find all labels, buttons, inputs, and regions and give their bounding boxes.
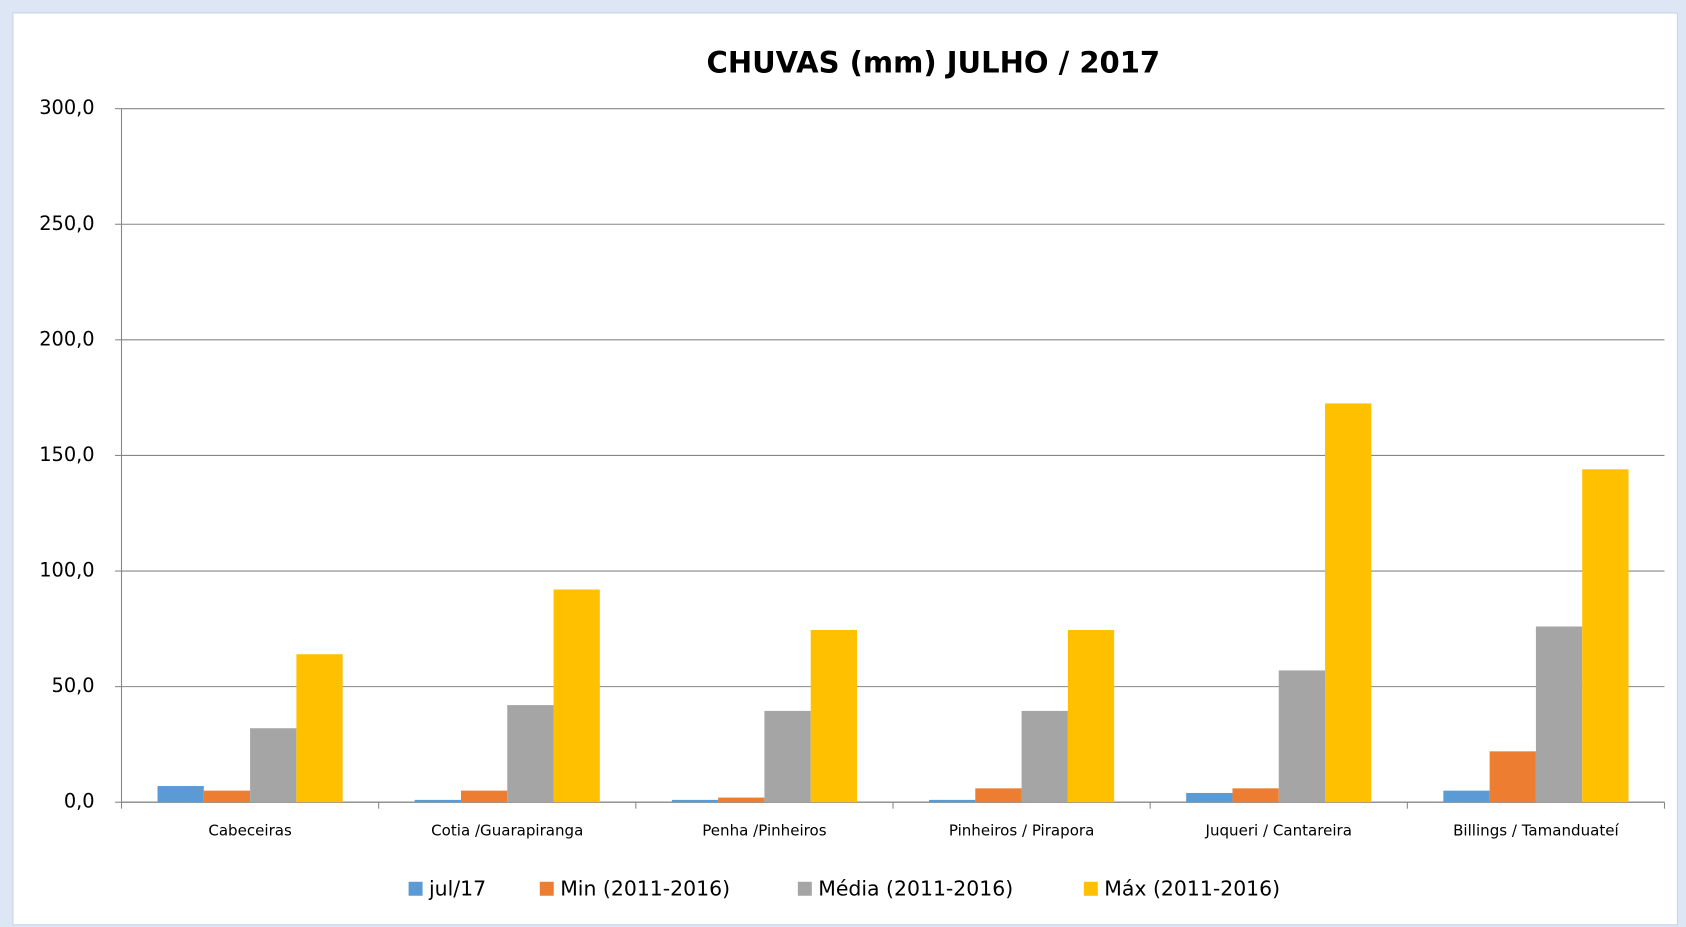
bar (157, 786, 204, 803)
x-tick-label: Juqueri / Cantareira (1205, 822, 1352, 840)
y-tick-label: 250,0 (39, 212, 94, 235)
legend-swatch (797, 881, 812, 896)
y-tick-label: 100,0 (39, 559, 94, 582)
bar (1067, 629, 1115, 803)
bar (296, 654, 343, 803)
bar (718, 797, 765, 803)
legend-label: Máx (2011-2016) (1104, 876, 1280, 900)
x-tick-label: Cotia /Guarapiranga (431, 822, 583, 840)
bar (1325, 403, 1372, 803)
y-tick-label: 300,0 (39, 96, 94, 119)
legend-label: Média (2011-2016) (818, 876, 1013, 900)
bar (460, 790, 508, 803)
legend-swatch (1083, 881, 1098, 896)
bar (250, 728, 297, 803)
bar (929, 799, 976, 803)
x-tick-label: Cabeceiras (208, 822, 292, 840)
x-tick-label: Penha /Pinheiros (702, 822, 826, 840)
bar (1278, 670, 1326, 803)
bar (203, 790, 251, 803)
legend-swatch (539, 881, 554, 896)
bar (671, 799, 719, 803)
bar (1582, 469, 1629, 803)
legend-swatch (408, 881, 423, 896)
bar (975, 788, 1022, 803)
bar (414, 799, 461, 803)
bar (1186, 792, 1233, 803)
bar (764, 710, 811, 803)
x-tick-label: Pinheiros / Pirapora (949, 822, 1094, 840)
x-tick-label: Billings / Tamanduateí (1453, 822, 1619, 840)
bar (1535, 626, 1583, 803)
y-tick-label: 50,0 (52, 674, 95, 697)
y-tick-label: 150,0 (39, 443, 94, 466)
chart-title: CHUVAS (mm) JULHO / 2017 (707, 46, 1161, 80)
bar (553, 589, 600, 803)
bar (1021, 710, 1068, 803)
y-tick-label: 200,0 (39, 327, 94, 350)
y-tick-label: 0,0 (64, 790, 95, 813)
bar (1443, 790, 1490, 803)
bar (810, 629, 857, 803)
bar (507, 705, 554, 803)
bar (1489, 751, 1536, 803)
legend-label: jul/17 (428, 876, 486, 900)
legend-label: Min (2011-2016) (560, 876, 730, 900)
bar (1232, 788, 1279, 803)
